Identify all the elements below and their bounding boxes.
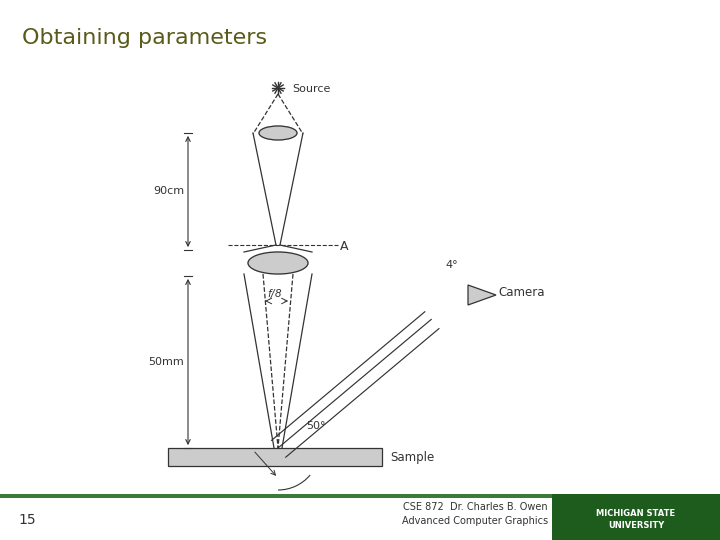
Text: $f$/8: $f$/8: [267, 287, 283, 300]
Ellipse shape: [259, 126, 297, 140]
Text: MICHIGAN STATE: MICHIGAN STATE: [596, 509, 675, 517]
Text: 90cm: 90cm: [153, 186, 184, 197]
Text: 50°: 50°: [306, 421, 325, 431]
Bar: [0, 494, 720, 498]
Text: 15: 15: [18, 513, 35, 527]
Text: 50mm: 50mm: [148, 357, 184, 367]
Text: 4°: 4°: [445, 260, 458, 270]
Text: Sample: Sample: [390, 450, 434, 463]
Text: CSE 872  Dr. Charles B. Owen: CSE 872 Dr. Charles B. Owen: [403, 502, 548, 512]
Text: UNIVERSITY: UNIVERSITY: [608, 521, 664, 530]
Text: A: A: [340, 240, 348, 253]
Ellipse shape: [248, 252, 308, 274]
Bar: [168, 448, 382, 466]
Text: Advanced Computer Graphics: Advanced Computer Graphics: [402, 516, 548, 526]
Text: Camera: Camera: [498, 287, 544, 300]
Text: Obtaining parameters: Obtaining parameters: [22, 28, 267, 48]
Bar: [552, 494, 720, 540]
Text: Source: Source: [292, 84, 330, 94]
Polygon shape: [468, 285, 496, 305]
